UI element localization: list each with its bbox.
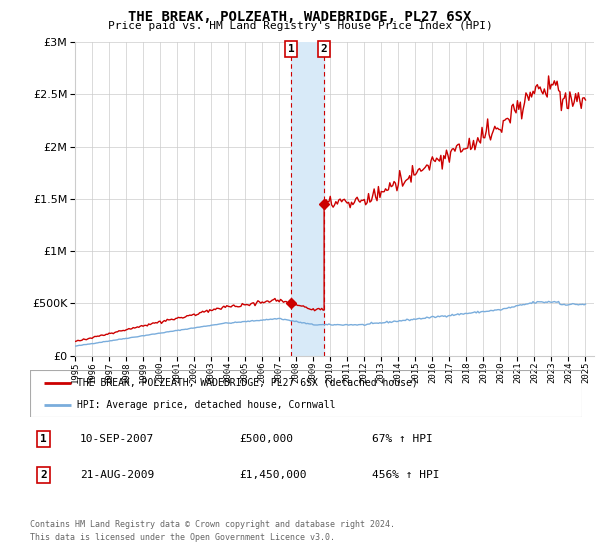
- Text: 2: 2: [321, 44, 328, 54]
- Text: THE BREAK, POLZEATH, WADEBRIDGE, PL27 6SX: THE BREAK, POLZEATH, WADEBRIDGE, PL27 6S…: [128, 10, 472, 24]
- Text: £1,450,000: £1,450,000: [240, 470, 307, 480]
- Text: 1: 1: [40, 434, 47, 444]
- Text: 2: 2: [40, 470, 47, 480]
- Text: 67% ↑ HPI: 67% ↑ HPI: [372, 434, 433, 444]
- Bar: [291, 42, 324, 356]
- Text: HPI: Average price, detached house, Cornwall: HPI: Average price, detached house, Corn…: [77, 400, 335, 410]
- Text: 21-AUG-2009: 21-AUG-2009: [80, 470, 154, 480]
- Text: THE BREAK, POLZEATH, WADEBRIDGE, PL27 6SX (detached house): THE BREAK, POLZEATH, WADEBRIDGE, PL27 6S…: [77, 378, 418, 388]
- Text: £500,000: £500,000: [240, 434, 294, 444]
- Text: This data is licensed under the Open Government Licence v3.0.: This data is licensed under the Open Gov…: [30, 533, 335, 542]
- Text: Contains HM Land Registry data © Crown copyright and database right 2024.: Contains HM Land Registry data © Crown c…: [30, 520, 395, 529]
- Text: 456% ↑ HPI: 456% ↑ HPI: [372, 470, 440, 480]
- Text: Price paid vs. HM Land Registry's House Price Index (HPI): Price paid vs. HM Land Registry's House …: [107, 21, 493, 31]
- Text: 10-SEP-2007: 10-SEP-2007: [80, 434, 154, 444]
- Text: 1: 1: [287, 44, 295, 54]
